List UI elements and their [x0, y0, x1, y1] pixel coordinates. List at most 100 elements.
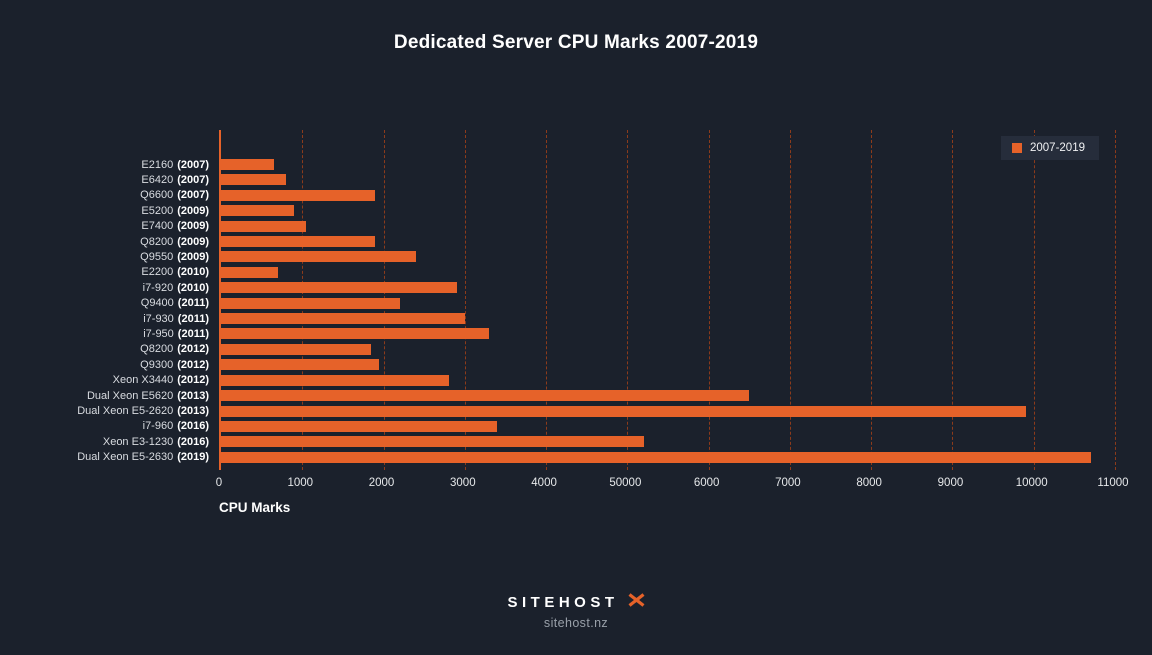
cpu-year: (2007): [177, 173, 209, 186]
bar: [221, 405, 1026, 417]
x-tick-label: 2000: [368, 477, 395, 489]
cpu-name: E6420: [141, 173, 174, 186]
x-axis-ticks: 0 1000 2000 3000 4000 50000 6000 7000 8000 9000 10…: [215, 477, 1129, 493]
category-label: Q9550 (2009): [140, 251, 209, 263]
bar: [221, 236, 376, 248]
x-tick-label: 9000: [937, 477, 964, 489]
cpu-year: (2009): [177, 204, 209, 217]
cpu-year: (2011): [177, 327, 209, 340]
cpu-year: (2009): [177, 220, 209, 233]
bar-rows: E2160 (2007) E6420 (2007) Q6600 (2007) E5200 (2…: [77, 157, 1115, 465]
category-label: Q8200 (2012): [140, 343, 209, 355]
gridline: [708, 130, 710, 470]
cpu-year: (2016): [177, 435, 209, 448]
bar-row: Dual Xeon E5-2630 (2019): [77, 450, 1115, 465]
bar-row: Q9300 (2012): [140, 357, 1115, 372]
bar-row: Q9550 (2009): [140, 249, 1115, 264]
cpu-name: Q9550: [140, 250, 174, 263]
cpu-name: E2200: [141, 266, 174, 279]
gridline: [464, 130, 466, 470]
category-label: E7400 (2009): [141, 220, 209, 232]
bar-row: Dual Xeon E5620 (2013): [87, 388, 1115, 403]
cpu-year: (2011): [177, 297, 209, 310]
category-label: Q6600 (2007): [140, 189, 209, 201]
category-label: E6420 (2007): [141, 174, 209, 186]
category-label: Q9400 (2011): [141, 297, 209, 309]
category-label: i7-950 (2011): [143, 328, 209, 340]
gridline: [546, 130, 548, 470]
category-label: Dual Xeon E5620 (2013): [87, 390, 209, 402]
chart-title: Dedicated Server CPU Marks 2007-2019: [393, 32, 759, 53]
cpu-name: i7-950: [143, 327, 174, 340]
cpu-year: (2007): [177, 189, 209, 202]
cpu-name: Xeon X3440: [112, 374, 174, 387]
cpu-year: (2010): [177, 266, 209, 279]
x-tick-label: 0: [215, 477, 223, 489]
cpu-year: (2016): [177, 420, 209, 433]
bar-row: E7400 (2009): [141, 219, 1115, 234]
bar-row: i7-920 (2010): [143, 280, 1115, 295]
sitehost-logo: SITEHOST: [507, 593, 644, 612]
x-tick-label: 10000: [1015, 477, 1048, 489]
cpu-name: Dual Xeon E5-2630: [77, 451, 174, 464]
cpu-year: (2013): [177, 405, 209, 417]
category-label: E2160 (2007): [141, 159, 209, 171]
bar-row: Xeon E3-1230 (2016): [103, 434, 1115, 449]
category-label: Xeon X3440 (2012): [113, 374, 209, 386]
category-label: E2200 (2010): [141, 266, 209, 278]
x-tick-label: 6000: [693, 477, 720, 489]
bar: [221, 328, 490, 340]
category-label: Dual Xeon E5-2620 (2013): [77, 405, 209, 417]
cpu-name: i7-920: [142, 281, 174, 294]
gridline: [627, 130, 629, 470]
bar: [221, 343, 372, 355]
cpu-year: (2010): [177, 281, 209, 294]
cpu-year: (2009): [177, 250, 209, 263]
plot-area: E2160 (2007) E6420 (2007) Q6600 (2007) E5200 (2…: [77, 130, 1116, 470]
cpu-name: Q8200: [140, 235, 174, 248]
cpu-name: Dual Xeon E5-2620: [77, 405, 174, 417]
footer-url: sitehost.nz: [543, 616, 609, 630]
cpu-name: Q9300: [140, 358, 174, 371]
x-axis-label: CPU Marks: [219, 500, 291, 515]
cpu-name: E2160: [141, 158, 174, 171]
category-label: Dual Xeon E5-2630 (2019): [77, 451, 209, 463]
cpu-year: (2011): [177, 312, 209, 325]
bar: [221, 297, 400, 309]
gridline: [1033, 130, 1035, 470]
cpu-name: E7400: [141, 220, 174, 233]
cpu-name: E5200: [141, 204, 174, 217]
x-tick-label: 8000: [856, 477, 882, 489]
category-label: Xeon E3-1230 (2016): [103, 436, 209, 448]
bar: [221, 174, 287, 186]
cpu-name: Q8200: [140, 343, 174, 356]
x-tick-label: 4000: [531, 477, 557, 489]
sitehost-x-icon: [628, 593, 645, 612]
bar: [221, 189, 376, 201]
cpu-name: Dual Xeon E5620: [86, 389, 174, 402]
category-label: i7-960 (2016): [143, 420, 209, 432]
bar: [221, 359, 380, 371]
bar-row: Q6600 (2007): [140, 188, 1115, 203]
footer: SITEHOST sitehost.nz: [0, 593, 1152, 630]
cpu-name: Q6600: [140, 189, 174, 202]
cpu-year: (2013): [177, 389, 209, 402]
bar: [221, 390, 750, 402]
cpu-name: Xeon E3-1230: [102, 435, 174, 448]
gridline: [1115, 130, 1116, 470]
cpu-name: Q9400: [140, 297, 174, 310]
legend-label: 2007-2019: [1030, 142, 1085, 154]
sitehost-logo-text: SITEHOST: [507, 594, 619, 611]
cpu-year: (2007): [177, 158, 209, 171]
bar: [221, 451, 1091, 463]
x-tick-label: 11000: [1097, 477, 1129, 489]
bar: [221, 266, 278, 278]
x-tick-label: 1000: [287, 477, 314, 489]
gridline: [789, 130, 791, 470]
bar: [221, 251, 417, 263]
gridline: [871, 130, 873, 470]
bar-row: Q9400 (2011): [141, 296, 1115, 311]
bar-row: i7-950 (2011): [143, 326, 1115, 341]
bar: [221, 282, 457, 294]
bar-row: Dual Xeon E5-2620 (2013): [77, 404, 1115, 419]
